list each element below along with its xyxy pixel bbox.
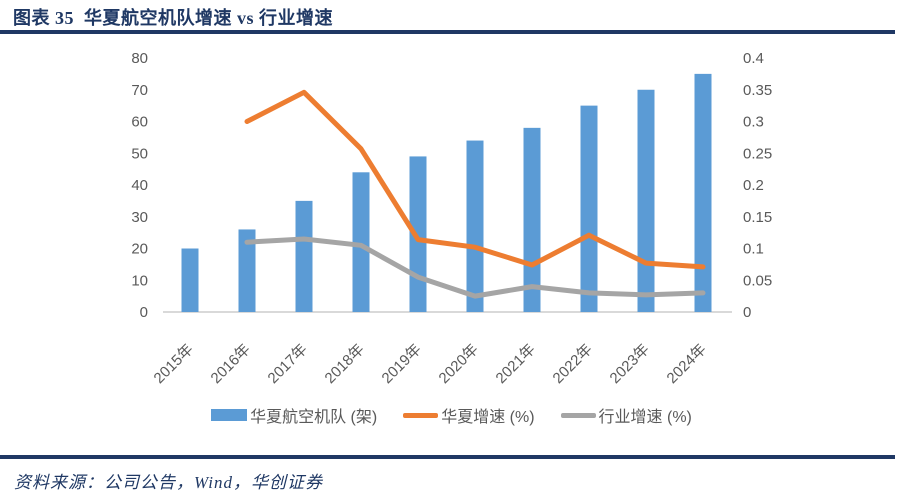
y-axis-right-tick: 0.25 xyxy=(743,145,772,162)
y-axis-left-tick: 80 xyxy=(131,50,148,67)
source-text: 公司公告，Wind，华创证券 xyxy=(104,473,323,492)
chart-legend: 华夏航空机队 (架) 华夏增速 (%) 行业增速 (%) xyxy=(0,403,903,427)
x-axis-label: 2016年 xyxy=(208,341,254,387)
y-axis-left-tick: 20 xyxy=(131,241,148,258)
y-axis-left-tick: 60 xyxy=(131,114,148,131)
x-axis-label: 2022年 xyxy=(550,341,596,387)
fleet-bar xyxy=(295,200,313,312)
fleet-bar xyxy=(352,172,370,312)
legend-label-industry-growth: 行业增速 (%) xyxy=(598,409,692,426)
footer-divider xyxy=(0,455,895,459)
legend-item-industry-growth: 行业增速 (%) xyxy=(560,403,692,427)
y-axis-right-tick: 0 xyxy=(743,304,751,321)
y-axis-left-tick: 70 xyxy=(131,82,148,99)
fleet-bar xyxy=(181,248,199,312)
y-axis-left-tick: 0 xyxy=(140,304,148,321)
caption-underline xyxy=(0,30,895,34)
fleet-bar xyxy=(238,229,256,312)
x-axis-label: 2021年 xyxy=(493,341,539,387)
x-axis-label: 2024年 xyxy=(664,341,710,387)
y-axis-left-tick: 10 xyxy=(131,272,148,289)
chart-caption: 图表 35 华夏航空机队增速 vs 行业增速 xyxy=(13,8,334,28)
y-axis-right-tick: 0.15 xyxy=(743,209,772,226)
y-axis-right-tick: 0.05 xyxy=(743,272,772,289)
x-axis-label: 2023年 xyxy=(607,341,653,387)
legend-label-huaxia-growth: 华夏增速 (%) xyxy=(441,409,535,426)
fleet-bar xyxy=(694,73,712,312)
y-axis-left-tick: 50 xyxy=(131,145,148,162)
huaxia-growth-line-swatch xyxy=(403,412,439,418)
fleet-bar xyxy=(580,105,598,312)
legend-label-fleet: 华夏航空机队 (架) xyxy=(250,409,378,426)
fleet-bar xyxy=(637,89,655,312)
source-label: 资料来源： xyxy=(14,473,104,492)
x-axis-label: 2020年 xyxy=(436,341,482,387)
legend-item-fleet: 华夏航空机队 (架) xyxy=(211,403,377,427)
y-axis-left-tick: 40 xyxy=(131,177,148,194)
source-note: 资料来源：公司公告，Wind，华创证券 xyxy=(14,468,323,493)
industry-growth-line-swatch xyxy=(560,412,596,418)
chart-area: 0 10 20 30 40 50 60 70 80 0 0.05 0.1 0.15 0.2 0.25 0.3 0… xyxy=(0,36,903,388)
y-axis-right-tick: 0.3 xyxy=(743,114,764,131)
x-axis-label: 2015年 xyxy=(151,341,197,387)
combo-chart: 0 10 20 30 40 50 60 70 80 0 0.05 0.1 0.15 0.2 0.25 0.3 0… xyxy=(131,50,772,387)
fleet-bar xyxy=(466,140,484,312)
fleet-bar-swatch xyxy=(211,409,248,421)
industry-growth-line xyxy=(244,236,706,299)
y-axis-right-tick: 0.4 xyxy=(743,50,764,67)
x-axis-label: 2019年 xyxy=(379,341,425,387)
x-axis-label: 2018年 xyxy=(322,341,368,387)
y-axis-right-tick: 0.2 xyxy=(743,177,764,194)
y-axis-left-tick: 30 xyxy=(131,209,148,226)
y-axis-right-tick: 0.1 xyxy=(743,241,764,258)
y-axis-right-tick: 0.35 xyxy=(743,82,772,99)
huaxia-growth-line xyxy=(244,89,706,270)
legend-item-huaxia-growth: 华夏增速 (%) xyxy=(403,403,535,427)
x-axis-label: 2017年 xyxy=(265,341,311,387)
